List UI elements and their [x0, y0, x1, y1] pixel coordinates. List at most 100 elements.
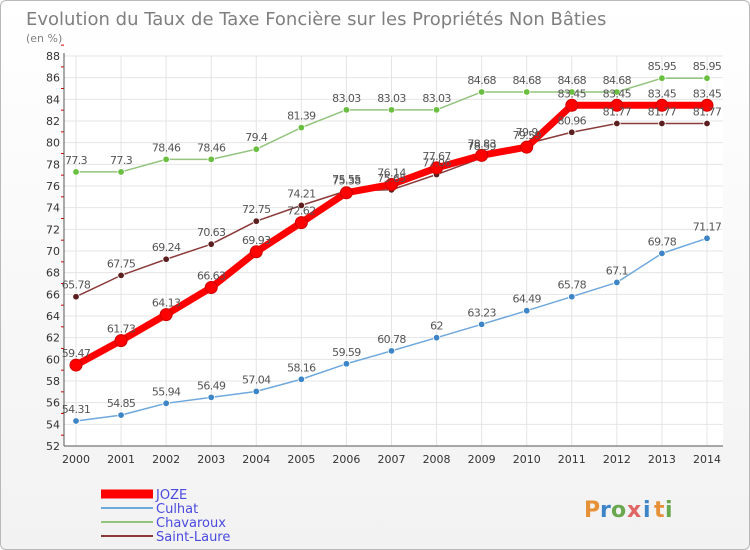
data-point-culhat — [297, 375, 306, 383]
data-point-chavaroux — [297, 123, 306, 132]
data-point-chavaroux — [387, 106, 396, 114]
data-label-joze: 66.63 — [197, 270, 226, 283]
data-point-joze — [430, 161, 444, 175]
data-label-chavaroux: 83.03 — [377, 92, 406, 105]
data-point-joze — [565, 98, 579, 112]
x-tick-label: 2006 — [332, 453, 360, 466]
legend-label-chavaroux: Chavaroux — [156, 516, 226, 531]
data-label-saint-laure: 75.55 — [332, 173, 361, 186]
y-tick-label: 58 — [46, 375, 60, 388]
data-label-chavaroux: 78.46 — [152, 141, 181, 154]
data-point-chavaroux — [703, 74, 711, 82]
data-point-culhat — [613, 278, 621, 287]
data-point-culhat — [387, 347, 396, 355]
data-point-joze — [294, 216, 308, 230]
data-label-joze: 76.14 — [377, 166, 406, 179]
y-tick-label: 82 — [46, 115, 60, 128]
data-point-culhat — [658, 249, 666, 258]
data-point-chavaroux — [162, 155, 170, 164]
data-point-culhat — [342, 360, 351, 368]
chart-subtitle: (en %) — [26, 32, 62, 45]
data-label-joze: 69.93 — [242, 234, 271, 247]
x-tick-label: 2003 — [197, 453, 225, 466]
data-label-culhat: 59.59 — [332, 346, 361, 359]
y-tick-label: 80 — [46, 137, 60, 150]
data-point-chavaroux — [432, 106, 441, 114]
data-point-joze — [520, 140, 534, 154]
y-tick-label: 86 — [46, 72, 60, 85]
data-label-culhat: 65.78 — [558, 279, 587, 292]
data-label-culhat: 69.78 — [648, 235, 677, 248]
data-label-saint-laure: 81.77 — [648, 105, 677, 118]
x-tick-label: 2008 — [423, 453, 451, 466]
data-label-joze: 83.45 — [603, 87, 632, 100]
data-point-saint-laure — [297, 201, 306, 210]
y-tick-label: 74 — [46, 202, 60, 215]
x-tick-label: 2011 — [558, 453, 586, 466]
data-label-chavaroux: 84.68 — [558, 74, 587, 87]
x-tick-label: 2013 — [648, 453, 676, 466]
data-label-saint-laure: 72.75 — [242, 203, 271, 216]
data-label-joze: 83.45 — [648, 87, 677, 100]
y-tick-label: 56 — [46, 397, 60, 410]
data-point-joze — [249, 245, 263, 259]
data-point-joze — [655, 98, 669, 112]
data-point-culhat — [477, 320, 486, 329]
data-point-saint-laure — [568, 128, 576, 136]
data-label-chavaroux: 84.68 — [467, 74, 496, 87]
data-point-chavaroux — [117, 168, 125, 176]
data-label-culhat: 64.49 — [512, 293, 541, 306]
data-label-culhat: 56.49 — [197, 379, 226, 392]
data-label-chavaroux: 79.4 — [245, 131, 268, 144]
data-label-culhat: 60.78 — [377, 333, 406, 346]
y-tick-label: 72 — [46, 223, 60, 236]
data-point-saint-laure — [207, 240, 215, 248]
data-label-joze: 78.83 — [467, 137, 496, 150]
data-point-saint-laure — [613, 119, 621, 128]
data-point-saint-laure — [658, 119, 666, 128]
data-label-joze: 72.62 — [287, 205, 316, 218]
data-point-culhat — [117, 411, 125, 419]
data-labels: 59.47 61.73 64.13 66.63 69.93 72.62 75.38 76.14… — [62, 60, 723, 416]
data-point-joze — [610, 98, 624, 112]
data-point-joze — [69, 358, 83, 372]
data-label-saint-laure: 74.21 — [287, 187, 316, 200]
data-label-chavaroux: 77.3 — [110, 154, 133, 167]
data-label-joze: 59.47 — [62, 347, 91, 360]
data-label-saint-laure: 78.59 — [467, 140, 496, 153]
y-tick-label: 88 — [46, 50, 60, 63]
logo-letter: t — [654, 498, 665, 523]
logo-letter: x — [627, 498, 641, 523]
data-label-joze: 83.45 — [558, 87, 587, 100]
data-point-joze — [385, 177, 398, 191]
y-tick-label: 76 — [46, 180, 60, 193]
data-point-chavaroux — [207, 155, 215, 164]
data-label-saint-laure: 81.77 — [603, 105, 632, 118]
data-label-culhat: 54.31 — [62, 403, 91, 416]
data-point-joze — [700, 98, 714, 112]
y-tick-label: 62 — [46, 332, 60, 345]
data-label-joze: 61.73 — [107, 323, 136, 336]
data-label-chavaroux: 81.39 — [287, 110, 316, 123]
logo-letter: o — [611, 498, 626, 523]
data-point-saint-laure — [703, 119, 711, 128]
data-label-chavaroux: 77.3 — [65, 154, 88, 167]
data-point-joze — [475, 148, 489, 162]
legend-label-saint-laure: Saint-Laure — [156, 530, 230, 545]
data-label-culhat: 67.1 — [606, 264, 628, 277]
y-tick-label: 64 — [46, 310, 60, 323]
data-point-culhat — [432, 333, 441, 342]
grid — [64, 55, 723, 447]
data-point-joze — [204, 281, 218, 295]
data-point-chavaroux — [658, 74, 666, 82]
data-point-culhat — [523, 306, 531, 315]
x-tick-label: 2001 — [107, 453, 135, 466]
data-point-saint-laure — [252, 217, 260, 225]
y-tick-label: 84 — [46, 93, 60, 106]
data-label-saint-laure: 81.77 — [693, 105, 722, 118]
data-point-saint-laure — [162, 255, 170, 263]
data-label-joze: 83.45 — [693, 87, 722, 100]
